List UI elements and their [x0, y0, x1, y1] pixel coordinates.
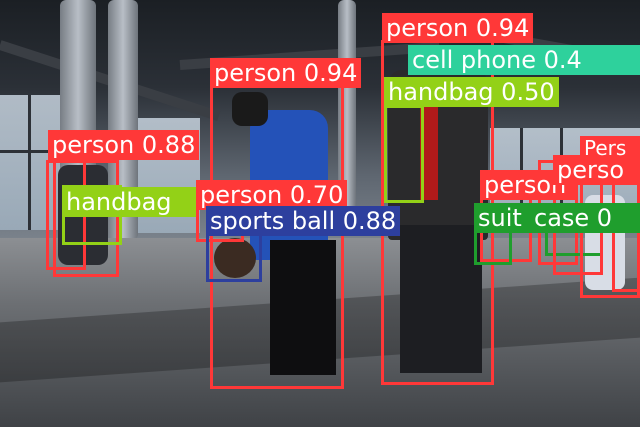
detection-label-handbag: handbag 0.50	[384, 77, 559, 107]
detection-box-handbag	[384, 105, 424, 203]
detection-label-person: perso	[553, 155, 640, 185]
detection-label-person: Pers	[580, 136, 640, 160]
man-shirt	[420, 80, 438, 200]
detection-label-suitcase: case 0	[530, 203, 640, 233]
detection-label-person: person 0.94	[210, 58, 362, 88]
detection-label-handbag: handbag	[62, 187, 196, 217]
ball-shape	[214, 238, 256, 278]
detection-label-person: person 0.70	[196, 180, 348, 210]
detection-label-sports-ball: sports ball 0.88	[206, 206, 401, 236]
window-frame	[28, 95, 31, 230]
detection-label-person: person 0.94	[382, 13, 534, 43]
boy-cap	[232, 92, 268, 126]
detection-box-person	[53, 160, 119, 277]
detection-label-cell-phone: cell phone 0.4	[408, 45, 640, 75]
detection-label-person: person	[480, 170, 575, 200]
detection-label-person: person 0.88	[48, 130, 200, 160]
detection-label-suitcase: suit	[474, 203, 532, 233]
man-pants	[400, 225, 482, 373]
boy-pants	[270, 240, 336, 375]
detection-box-person	[612, 180, 640, 292]
